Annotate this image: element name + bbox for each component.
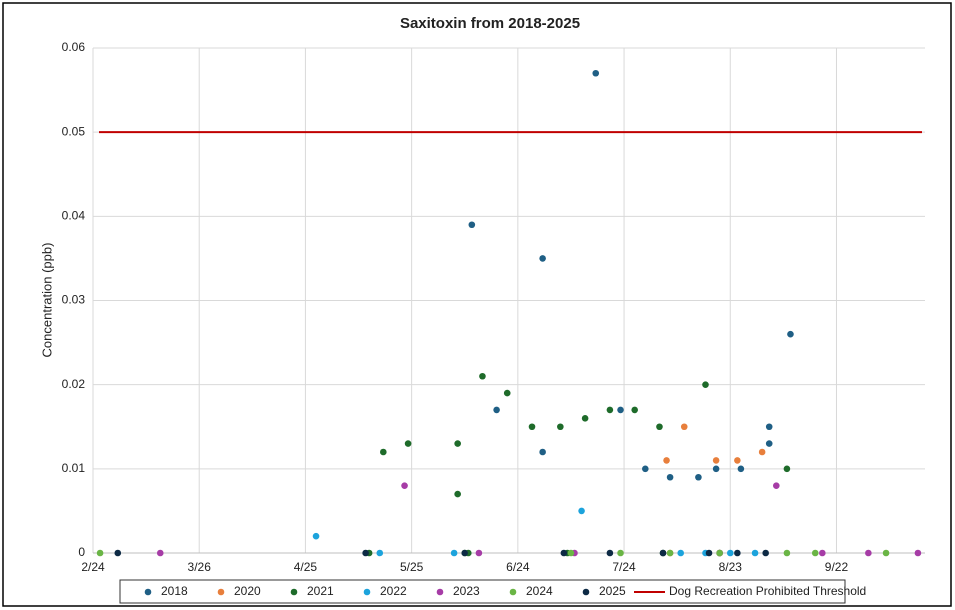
data-point	[401, 482, 408, 489]
data-point	[865, 549, 872, 557]
x-tick-label: 8/23	[719, 560, 743, 574]
data-point	[914, 549, 922, 557]
data-point	[631, 406, 638, 414]
data-point	[765, 423, 773, 431]
data-point	[606, 406, 614, 414]
legend-marker	[509, 588, 517, 596]
data-point	[557, 423, 564, 431]
data-point	[380, 448, 387, 456]
legend-label: 2018	[161, 584, 188, 598]
data-point	[592, 69, 600, 77]
legend-marker	[290, 588, 298, 596]
data-point	[656, 423, 663, 431]
data-point	[560, 549, 568, 557]
data-point	[765, 440, 773, 447]
data-point	[751, 549, 759, 557]
data-point	[762, 549, 769, 557]
y-tick-label: 0.02	[62, 377, 86, 391]
data-point	[578, 507, 585, 515]
data-point	[659, 549, 667, 557]
data-point	[617, 406, 624, 414]
data-point	[96, 549, 104, 557]
x-tick-label: 6/24	[506, 560, 530, 574]
legend-label: 2025	[599, 584, 626, 598]
legend-label: Dog Recreation Prohibited Threshold	[669, 584, 866, 598]
y-tick-label: 0.06	[62, 40, 86, 54]
data-point	[734, 457, 741, 464]
data-point	[503, 389, 511, 397]
data-point	[819, 549, 826, 557]
data-point	[666, 549, 674, 557]
x-tick-label: 5/25	[400, 560, 424, 574]
data-point	[581, 415, 589, 422]
x-tick-label: 4/25	[294, 560, 318, 574]
data-point	[663, 457, 670, 464]
legend-label: 2020	[234, 584, 261, 598]
data-point	[716, 549, 723, 557]
y-tick-label: 0.01	[62, 461, 86, 475]
data-point	[461, 549, 469, 557]
data-point	[454, 440, 461, 447]
data-point	[404, 440, 412, 447]
x-tick-label: 9/22	[825, 560, 849, 574]
data-point	[493, 406, 500, 414]
data-point	[758, 448, 766, 456]
data-point	[567, 549, 575, 557]
data-point	[362, 549, 369, 557]
data-point	[376, 549, 384, 557]
data-point	[726, 549, 734, 557]
data-point	[114, 549, 122, 557]
data-point	[737, 465, 745, 473]
data-point	[528, 423, 536, 431]
data-point	[479, 372, 486, 380]
y-tick-label: 0	[78, 545, 85, 559]
data-point	[773, 482, 780, 489]
data-point	[475, 549, 483, 557]
legend-label: 2022	[380, 584, 407, 598]
data-point	[468, 221, 476, 229]
legend-marker	[217, 588, 225, 596]
data-point	[882, 549, 890, 557]
data-point	[642, 465, 649, 473]
y-axis-label: Concentration (ppb)	[39, 243, 54, 358]
legend-marker	[436, 588, 444, 596]
x-tick-label: 3/26	[188, 560, 212, 574]
data-point	[666, 473, 674, 481]
data-point	[787, 330, 794, 338]
data-point	[783, 465, 791, 473]
data-point	[705, 549, 713, 557]
x-tick-label: 7/24	[612, 560, 636, 574]
legend-marker	[582, 588, 590, 596]
data-point	[450, 549, 458, 557]
data-point	[680, 423, 688, 431]
data-point	[539, 255, 546, 262]
y-tick-label: 0.03	[62, 293, 86, 307]
legend-box	[119, 579, 846, 604]
data-point	[156, 549, 164, 557]
data-point	[734, 549, 741, 557]
data-point	[712, 465, 720, 473]
data-point	[702, 381, 709, 388]
legend-label: 2024	[526, 584, 553, 598]
y-tick-label: 0.04	[62, 209, 86, 223]
data-point	[677, 549, 685, 557]
legend-label: 2023	[453, 584, 480, 598]
data-point	[617, 549, 624, 557]
data-point	[606, 549, 614, 557]
data-point	[539, 448, 546, 456]
chart-title: Saxitoxin from 2018-2025	[400, 15, 580, 32]
legend-marker	[144, 588, 152, 596]
data-point	[454, 490, 461, 498]
data-point	[695, 473, 702, 481]
data-point	[312, 532, 320, 540]
data-point	[811, 549, 819, 557]
legend-marker	[363, 588, 371, 596]
data-point	[712, 457, 720, 464]
y-tick-label: 0.05	[62, 124, 86, 138]
x-tick-label: 2/24	[81, 560, 105, 574]
legend-label: 2021	[307, 584, 334, 598]
data-point	[783, 549, 791, 557]
